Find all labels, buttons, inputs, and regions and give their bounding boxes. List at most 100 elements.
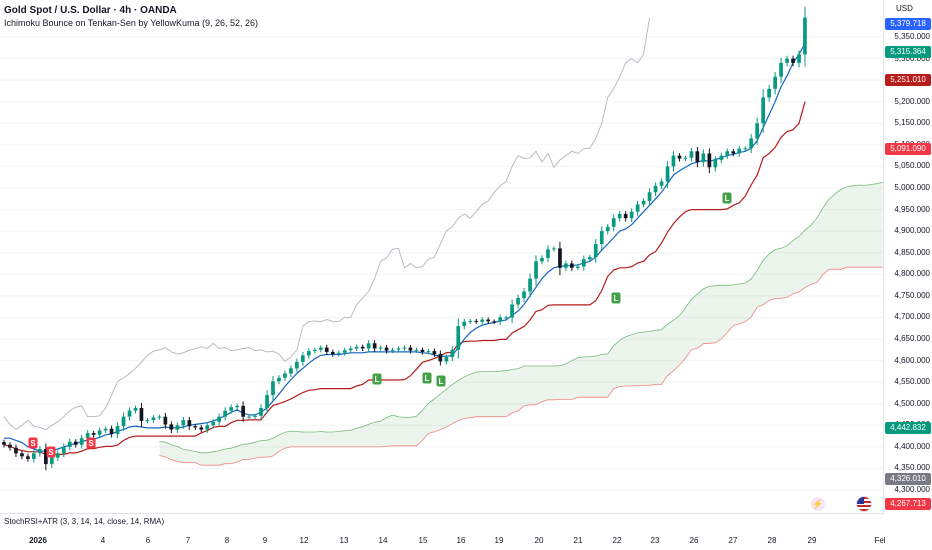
sell-signal-badge: S	[86, 437, 96, 449]
candle-body	[564, 263, 568, 268]
candle-body	[707, 153, 712, 168]
candle-body	[307, 351, 311, 356]
candle-body	[217, 416, 221, 422]
candle-body	[462, 321, 467, 326]
candle-body	[689, 151, 694, 158]
price-tick: 4,850.000	[894, 247, 930, 257]
candle-body	[576, 266, 580, 268]
candle-body	[713, 160, 718, 168]
candle-body	[127, 410, 132, 417]
candle-body	[163, 416, 168, 425]
candle-body	[444, 357, 449, 362]
price-tick: 5,300.000	[894, 53, 930, 63]
lightning-icon[interactable]: ⚡	[811, 497, 825, 511]
price-scale[interactable]: USD 5,350.0005,300.0005,250.0005,200.000…	[883, 0, 932, 515]
candle-body	[229, 407, 233, 411]
candle-body	[372, 343, 377, 349]
svg-text:L: L	[425, 374, 430, 383]
candle-body	[289, 368, 293, 374]
symbol-title[interactable]: Gold Spot / U.S. Dollar · 4h · OANDA	[4, 5, 177, 16]
price-tick: 4,950.000	[894, 204, 930, 214]
candle-body	[32, 453, 36, 459]
candle-body	[611, 218, 616, 227]
sell-signal-badge: S	[28, 437, 38, 449]
candle-body	[253, 415, 257, 417]
candle-body	[295, 361, 299, 369]
candle-body	[773, 76, 777, 89]
candle-body	[408, 347, 413, 351]
us-flag-icon[interactable]	[856, 496, 872, 512]
senkou-span-a	[159, 181, 883, 454]
time-tick: 2026	[29, 536, 47, 545]
candle-body	[498, 317, 502, 322]
candle-body	[492, 321, 496, 323]
stochrsi-pane-title[interactable]: StochRSI+ATR (3, 3, 14, 14, close, 14, R…	[4, 517, 165, 526]
time-axis[interactable]: 2026 4 6 7 8 9 12 13 14 15 16 19 20 21 22 23 26 27 28 29 Fel	[0, 530, 885, 550]
candle-body	[313, 349, 317, 352]
svg-text:S: S	[48, 448, 54, 457]
time-tick: 14	[378, 536, 388, 545]
svg-text:S: S	[30, 439, 36, 448]
candle-body	[749, 138, 753, 149]
candle-body	[737, 148, 742, 154]
candle-body	[468, 320, 473, 322]
indicator-title[interactable]: Ichimoku Bounce on Tenkan-Sen by YellowK…	[4, 18, 258, 28]
candle-body	[534, 261, 538, 279]
candle-body	[426, 351, 431, 353]
time-tick: 23	[650, 536, 660, 545]
pane-divider[interactable]	[0, 513, 883, 514]
candle-body	[701, 153, 706, 163]
time-tick: 21	[573, 536, 583, 545]
time-tick: 12	[299, 536, 309, 545]
price-label: 4,326.010	[885, 472, 931, 485]
price-label: 4,267.713	[885, 497, 931, 510]
candle-body	[731, 151, 736, 154]
price-tick: 4,500.000	[894, 398, 930, 408]
candle-body	[522, 291, 526, 298]
candle-body	[319, 347, 323, 350]
candle-body	[342, 350, 347, 353]
candle-body	[743, 148, 748, 150]
candle-body	[348, 348, 353, 351]
time-tick: 15	[418, 536, 428, 545]
candle-body	[378, 347, 383, 349]
price-tick: 4,300.000	[894, 485, 930, 494]
candle-body	[641, 200, 646, 205]
candle-body	[14, 447, 18, 454]
price-tick: 5,050.000	[894, 161, 930, 171]
candle-body	[133, 408, 138, 411]
price-tick: 4,750.000	[894, 290, 930, 300]
candle-body	[91, 433, 96, 435]
time-tick: 20	[534, 536, 544, 545]
candle-body	[785, 58, 789, 63]
buy-signal-badge: L	[611, 292, 621, 304]
candle-body	[659, 181, 664, 186]
svg-text:L: L	[614, 294, 619, 303]
price-tick: 4,650.000	[894, 334, 930, 343]
candle-body	[2, 442, 6, 445]
price-tick: 5,350.000	[894, 32, 930, 41]
candle-body	[109, 428, 114, 434]
candle-body	[38, 449, 42, 454]
currency-label: USD	[896, 4, 913, 13]
candle-body	[330, 351, 335, 355]
kijun-sen-line	[3, 101, 806, 455]
candle-body	[354, 346, 359, 349]
candle-body	[145, 420, 150, 422]
chart-legend: Gold Spot / U.S. Dollar · 4h · OANDA Ich…	[4, 4, 258, 30]
candle-body	[653, 185, 658, 193]
candle-body	[582, 259, 586, 267]
svg-text:L: L	[725, 194, 730, 203]
candle-body	[456, 326, 461, 350]
tenkan-sen-line	[4, 43, 806, 452]
candle-body	[725, 151, 730, 156]
candle-body	[199, 427, 204, 430]
candle-body	[384, 347, 389, 351]
candle-body	[605, 226, 610, 232]
candle-body	[115, 426, 120, 434]
candle-body	[205, 425, 210, 430]
candle-body	[797, 54, 801, 63]
buy-signal-badge: L	[722, 192, 732, 204]
price-label: 5,251.010	[885, 73, 931, 86]
